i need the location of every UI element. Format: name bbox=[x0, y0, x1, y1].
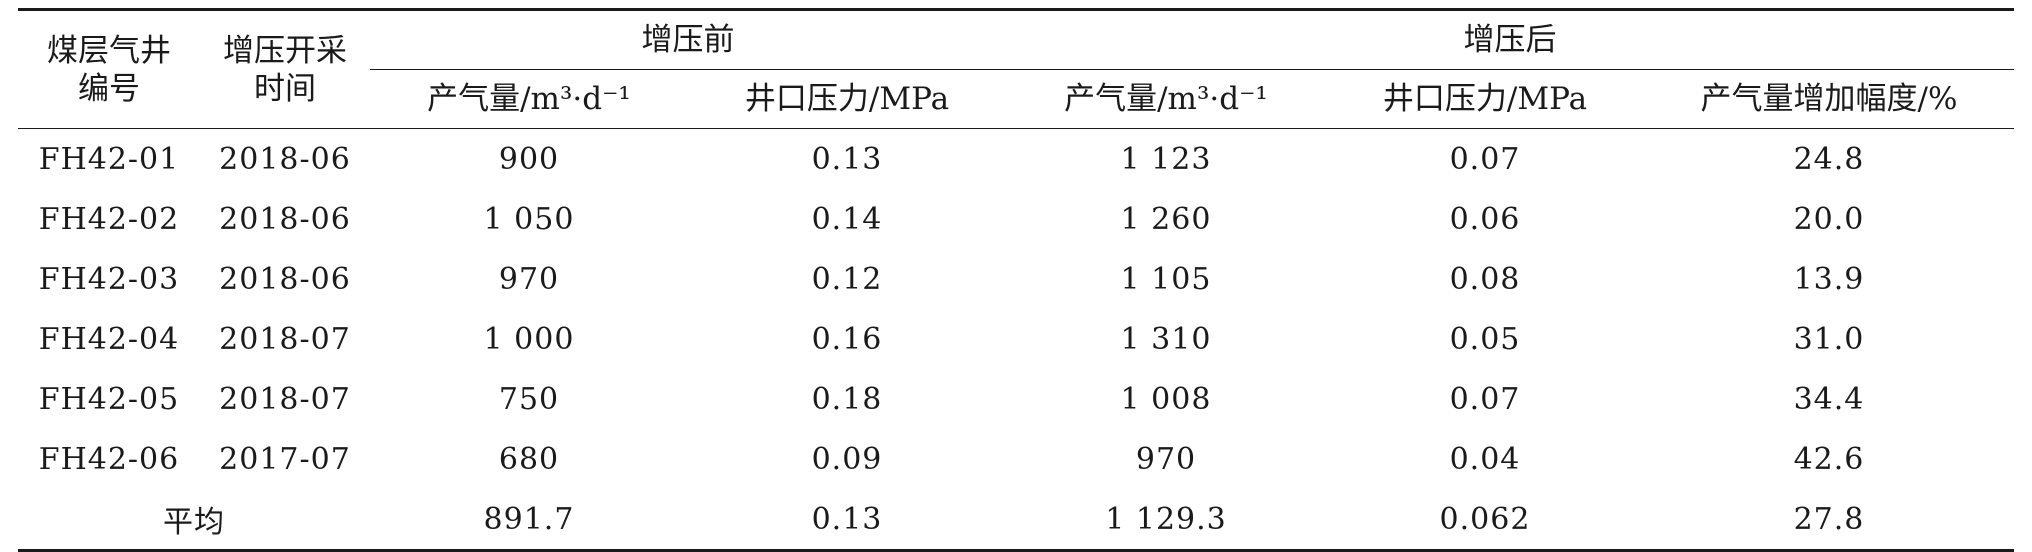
cell-before-gas: 1 000 bbox=[483, 321, 575, 357]
cell-average-label: 平均 bbox=[18, 489, 370, 552]
header-before-pressure: 井口压力/MPa bbox=[688, 69, 1006, 129]
header-group-after: 增压后 bbox=[1006, 9, 2014, 70]
header-well-id: 煤层气井 编号 bbox=[18, 9, 200, 129]
cell-increase: 24.8 bbox=[1793, 141, 1865, 177]
header-start-time-line1: 增压开采 bbox=[223, 32, 347, 69]
table-row: FH42-02 2018-06 1 050 0.14 1 260 0.06 20… bbox=[18, 189, 2014, 249]
cell-after-pressure: 0.04 bbox=[1449, 441, 1521, 477]
data-table-container: 煤层气井 编号 增压开采 时间 增压前 增压后 产气量/m³·d⁻¹ 井口压力/… bbox=[18, 8, 2014, 552]
cell-well: FH42-05 bbox=[38, 381, 180, 417]
cell-after-pressure: 0.05 bbox=[1449, 321, 1521, 357]
gas-well-boost-table: 煤层气井 编号 增压开采 时间 增压前 增压后 产气量/m³·d⁻¹ 井口压力/… bbox=[18, 8, 2014, 552]
cell-average-increase: 27.8 bbox=[1644, 489, 2014, 552]
cell-well: FH42-02 bbox=[38, 201, 180, 237]
cell-after-pressure: 0.07 bbox=[1449, 381, 1521, 417]
cell-average-after-pressure: 0.062 bbox=[1326, 489, 1644, 552]
cell-well: FH42-01 bbox=[38, 141, 180, 177]
header-row-1: 煤层气井 编号 增压开采 时间 增压前 增压后 bbox=[18, 9, 2014, 129]
cell-increase: 42.6 bbox=[1793, 441, 1865, 477]
header-after-gas: 产气量/m³·d⁻¹ bbox=[1006, 69, 1326, 129]
cell-average-after-gas: 1 129.3 bbox=[1006, 489, 1326, 552]
header-after-pressure: 井口压力/MPa bbox=[1326, 69, 1644, 129]
header-well-id-line2: 编号 bbox=[78, 70, 140, 107]
header-well-id-line1: 煤层气井 bbox=[47, 32, 171, 69]
cell-before-pressure: 0.13 bbox=[811, 141, 883, 177]
cell-increase: 31.0 bbox=[1793, 321, 1865, 357]
cell-before-pressure: 0.16 bbox=[811, 321, 883, 357]
table-body: FH42-01 2018-06 900 0.13 1 123 0.07 24.8… bbox=[18, 129, 2014, 552]
header-before-gas: 产气量/m³·d⁻¹ bbox=[370, 69, 688, 129]
header-row-2: 产气量/m³·d⁻¹ 井口压力/MPa 产气量/m³·d⁻¹ 井口压力/MPa … bbox=[18, 69, 2014, 129]
cell-time: 2017-07 bbox=[219, 441, 351, 477]
cell-time: 2018-07 bbox=[219, 381, 351, 417]
cell-before-pressure: 0.12 bbox=[811, 261, 883, 297]
cell-before-pressure: 0.14 bbox=[811, 201, 883, 237]
cell-after-gas: 1 260 bbox=[1120, 201, 1212, 237]
average-row: 平均 891.7 0.13 1 129.3 0.062 27.8 bbox=[18, 489, 2014, 552]
cell-before-gas: 900 bbox=[498, 141, 560, 177]
header-start-time: 增压开采 时间 bbox=[200, 9, 370, 129]
cell-before-pressure: 0.18 bbox=[811, 381, 883, 417]
cell-well: FH42-06 bbox=[38, 441, 180, 477]
cell-increase: 34.4 bbox=[1793, 381, 1865, 417]
table-row: FH42-04 2018-07 1 000 0.16 1 310 0.05 31… bbox=[18, 309, 2014, 369]
table-row: FH42-03 2018-06 970 0.12 1 105 0.08 13.9 bbox=[18, 249, 2014, 309]
cell-before-pressure: 0.09 bbox=[811, 441, 883, 477]
cell-time: 2018-06 bbox=[219, 141, 351, 177]
cell-after-pressure: 0.07 bbox=[1449, 141, 1521, 177]
cell-before-gas: 750 bbox=[498, 381, 560, 417]
cell-time: 2018-06 bbox=[219, 261, 351, 297]
cell-increase: 20.0 bbox=[1793, 201, 1865, 237]
header-increase: 产气量增加幅度/% bbox=[1644, 69, 2014, 129]
cell-before-gas: 680 bbox=[498, 441, 560, 477]
cell-average-before-gas: 891.7 bbox=[370, 489, 688, 552]
cell-average-before-pressure: 0.13 bbox=[688, 489, 1006, 552]
cell-after-gas: 1 008 bbox=[1120, 381, 1212, 417]
cell-increase: 13.9 bbox=[1793, 261, 1865, 297]
table-row: FH42-01 2018-06 900 0.13 1 123 0.07 24.8 bbox=[18, 129, 2014, 190]
cell-after-gas: 1 123 bbox=[1120, 141, 1212, 177]
cell-after-pressure: 0.06 bbox=[1449, 201, 1521, 237]
cell-after-gas: 1 310 bbox=[1120, 321, 1212, 357]
cell-before-gas: 970 bbox=[498, 261, 560, 297]
cell-time: 2018-06 bbox=[219, 201, 351, 237]
table-header: 煤层气井 编号 增压开采 时间 增压前 增压后 产气量/m³·d⁻¹ 井口压力/… bbox=[18, 9, 2014, 129]
cell-after-gas: 1 105 bbox=[1120, 261, 1212, 297]
table-row: FH42-06 2017-07 680 0.09 970 0.04 42.6 bbox=[18, 429, 2014, 489]
header-start-time-line2: 时间 bbox=[254, 70, 316, 107]
cell-well: FH42-03 bbox=[38, 261, 180, 297]
cell-well: FH42-04 bbox=[38, 321, 180, 357]
cell-after-gas: 970 bbox=[1135, 441, 1197, 477]
cell-after-pressure: 0.08 bbox=[1449, 261, 1521, 297]
header-group-before: 增压前 bbox=[370, 9, 1006, 70]
cell-time: 2018-07 bbox=[219, 321, 351, 357]
table-row: FH42-05 2018-07 750 0.18 1 008 0.07 34.4 bbox=[18, 369, 2014, 429]
cell-before-gas: 1 050 bbox=[483, 201, 575, 237]
